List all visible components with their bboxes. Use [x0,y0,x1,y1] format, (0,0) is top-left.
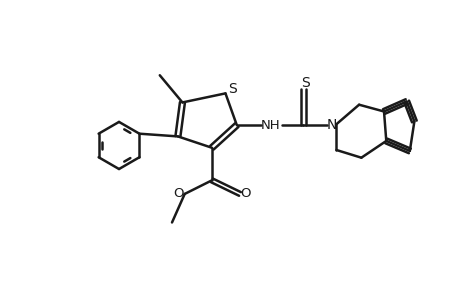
Text: S: S [228,82,236,96]
Text: O: O [173,187,184,200]
Text: O: O [240,187,251,200]
Text: NH: NH [260,118,280,132]
Text: N: N [326,118,336,132]
Text: S: S [300,76,309,89]
